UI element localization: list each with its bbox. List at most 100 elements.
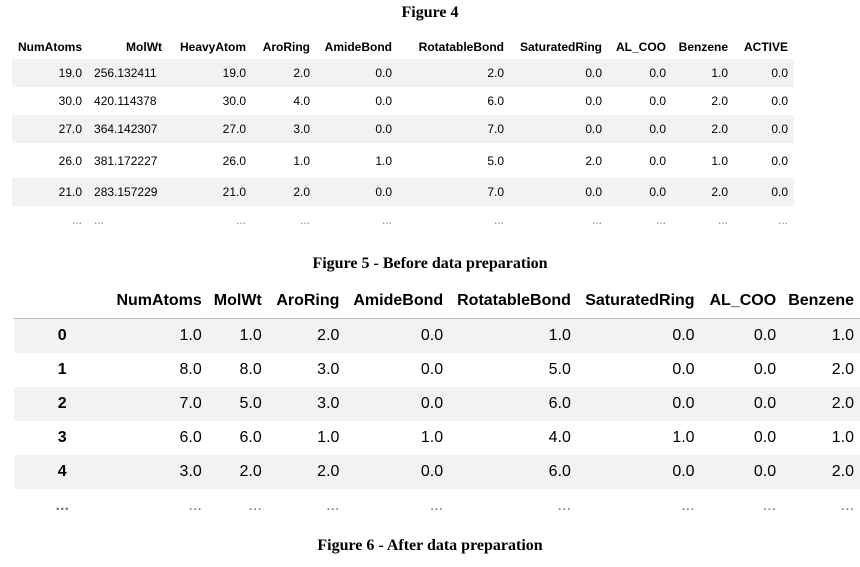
table-cell: 1.0 xyxy=(449,318,577,353)
column-header: Benzene xyxy=(782,284,860,319)
table-cell: 1.0 xyxy=(782,318,860,353)
table-row: 27.0 364.142307 27.0 3.0 0.0 7.0 0.0 0.0… xyxy=(12,115,795,143)
table-cell: 2.0 xyxy=(711,94,729,108)
table-cell: 0.0 xyxy=(510,115,609,143)
table-cell: 0.0 xyxy=(734,178,795,206)
table-cell: ... xyxy=(608,206,673,234)
row-index: 4 xyxy=(14,455,111,489)
table-row-ellipsis: ... ... ... ... ... ... ... ... ... xyxy=(14,489,860,523)
table-cell: 0.0 xyxy=(375,94,393,108)
column-header: MolWt xyxy=(207,284,268,319)
table-cell: 0.0 xyxy=(576,455,701,489)
table-cell: 5.0 xyxy=(487,153,505,168)
table-row: 30.0 420.114378 30.0 4.0 0.0 6.0 0.0 0.0… xyxy=(12,87,794,115)
table-cell: 0.0 xyxy=(576,387,701,421)
table-cell: 4.0 xyxy=(293,94,311,108)
table-cell: 26.0 xyxy=(58,153,83,168)
column-header: AmideBond xyxy=(345,284,450,319)
table-cell: 0.0 xyxy=(585,94,603,108)
table-cell: 6.0 xyxy=(487,94,505,108)
table-cell: 6.0 xyxy=(449,455,577,489)
row-index: 0 xyxy=(14,318,111,353)
table-cell: 0.0 xyxy=(734,59,795,87)
table-cell: 256.132411 xyxy=(88,59,169,87)
table-cell: 0.0 xyxy=(649,94,667,108)
table-cell: 2.0 xyxy=(831,361,854,378)
figure-5-caption: Figure 5 - Before data preparation xyxy=(312,255,548,272)
table-before-preparation: NumAtoms MolWt HeavyAtom AroRing AmideBo… xyxy=(12,35,795,234)
table-cell: 364.142307 xyxy=(88,115,169,143)
table-cell: 0.0 xyxy=(672,361,695,378)
table-cell: 0.0 xyxy=(510,178,609,206)
table-row: 3 6.0 6.0 1.0 1.0 4.0 1.0 0.0 1.0 xyxy=(14,421,860,455)
table-cell: 21.0 xyxy=(12,178,89,206)
table-cell: 0.0 xyxy=(753,429,777,446)
table-cell: 0.0 xyxy=(608,115,673,143)
table-row: 4 3.0 2.0 2.0 0.0 6.0 0.0 0.0 2.0 xyxy=(14,455,860,489)
table-cell: 1.0 xyxy=(110,318,208,353)
table-cell: 2.0 xyxy=(782,387,860,421)
table-cell: 1.0 xyxy=(831,429,854,446)
table-cell: 3.0 xyxy=(317,361,340,378)
table-cell: 0.0 xyxy=(734,115,795,143)
table-cell: 0.0 xyxy=(608,178,673,206)
table-cell: 19.0 xyxy=(12,59,89,87)
table-cell: 1.0 xyxy=(317,429,340,446)
table-cell: 1.0 xyxy=(420,429,444,446)
table-cell: 2.0 xyxy=(267,318,346,353)
table-cell: 0.0 xyxy=(316,178,399,206)
row-index: 1 xyxy=(57,361,67,378)
column-header: AroRing xyxy=(262,40,311,54)
table-cell: 1.0 xyxy=(207,318,268,353)
column-header: SaturatedRing xyxy=(520,40,603,54)
table-cell: 30.0 xyxy=(222,94,247,108)
table-cell: 5.0 xyxy=(207,387,268,421)
table-cell: ... xyxy=(398,206,511,234)
table-cell: 2.0 xyxy=(672,115,735,143)
table-cell: ... xyxy=(782,489,860,523)
column-header: AmideBond xyxy=(324,40,393,54)
table-header-row: NumAtoms MolWt AroRing AmideBond Rotatab… xyxy=(14,284,860,319)
table-cell: ... xyxy=(345,489,450,523)
column-header: RotatableBond xyxy=(449,284,577,319)
table-cell: ... xyxy=(88,206,169,234)
table-cell: 2.0 xyxy=(267,455,346,489)
table-cell: ... xyxy=(316,206,399,234)
table-cell: 19.0 xyxy=(168,59,253,87)
table-cell: 2.0 xyxy=(672,178,735,206)
column-header: RotatableBond xyxy=(418,40,505,54)
column-header: MolWt xyxy=(126,40,163,54)
table-cell: 0.0 xyxy=(649,153,667,168)
table-cell: 0.0 xyxy=(316,59,399,87)
table-cell: ... xyxy=(267,489,346,523)
table-cell: 8.0 xyxy=(179,361,202,378)
table-cell: 8.0 xyxy=(239,361,262,378)
table-row: 19.0 256.132411 19.0 2.0 0.0 2.0 0.0 0.0… xyxy=(12,59,795,87)
table-cell: 283.157229 xyxy=(88,178,169,206)
table-cell: 0.0 xyxy=(576,318,701,353)
table-cell: 1.0 xyxy=(375,153,393,168)
table-cell: 2.0 xyxy=(252,178,317,206)
table-cell: 7.0 xyxy=(110,387,208,421)
table-cell: 21.0 xyxy=(168,178,253,206)
table-cell: 0.0 xyxy=(700,387,783,421)
table-cell: 6.0 xyxy=(449,387,577,421)
table-cell: ... xyxy=(168,206,253,234)
table-cell: 0.0 xyxy=(700,455,783,489)
table-cell: ... xyxy=(510,206,609,234)
table-row: 26.0 381.172227 26.0 1.0 1.0 5.0 2.0 0.0… xyxy=(12,143,794,178)
table-cell: 1.0 xyxy=(672,59,735,87)
table-cell: 0.0 xyxy=(510,59,609,87)
column-header: NumAtoms xyxy=(110,284,208,319)
column-header: AL_COO xyxy=(616,40,667,54)
table-header-row: NumAtoms MolWt HeavyAtom AroRing AmideBo… xyxy=(12,35,794,59)
table-cell: 0.0 xyxy=(608,59,673,87)
table-cell: 3.0 xyxy=(110,455,208,489)
table-cell: 0.0 xyxy=(771,94,789,108)
column-header: Benzene xyxy=(678,40,729,54)
column-header: AroRing xyxy=(267,284,346,319)
row-index: 2 xyxy=(14,387,111,421)
table-cell: ... xyxy=(12,206,89,234)
table-cell: ... xyxy=(672,206,735,234)
table-row: 1 8.0 8.0 3.0 0.0 5.0 0.0 0.0 2.0 xyxy=(14,353,860,387)
